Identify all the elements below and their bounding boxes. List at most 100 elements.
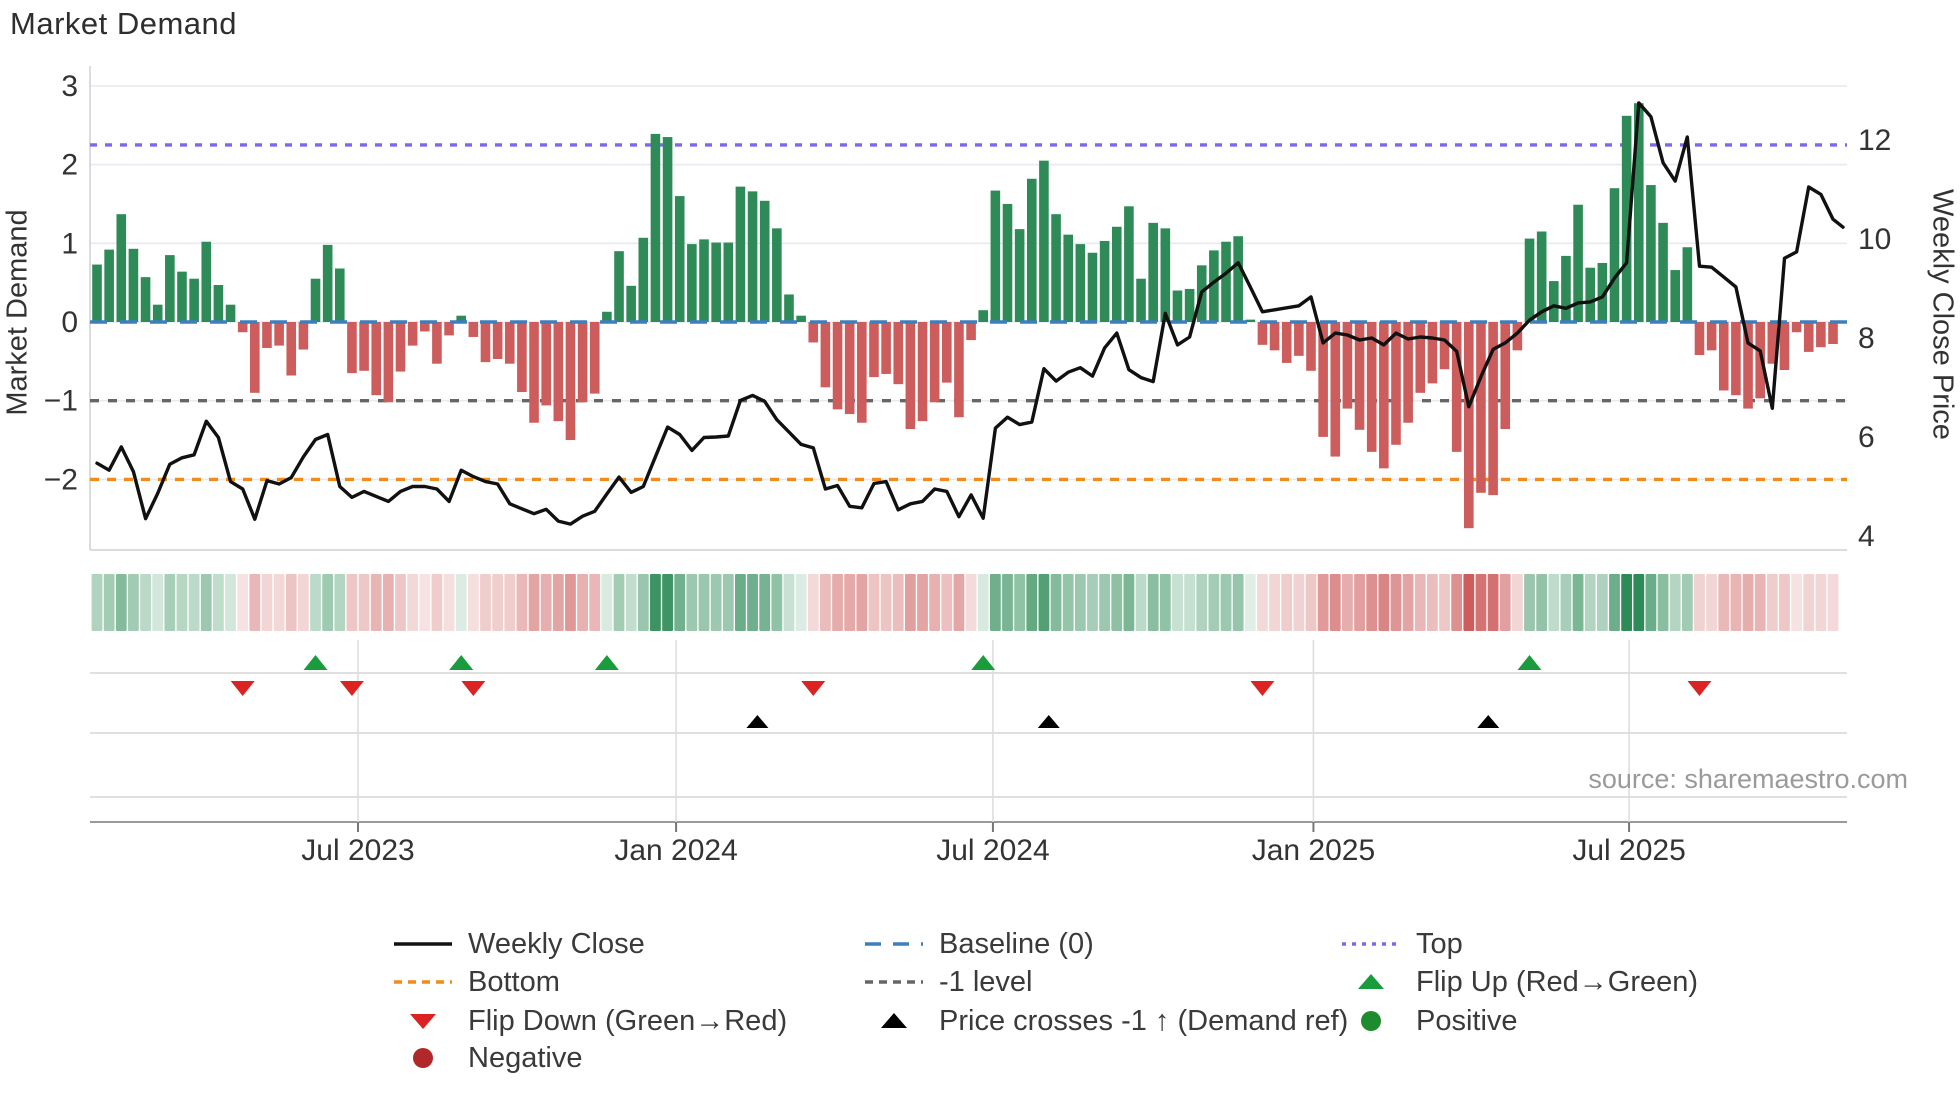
source-credit: source: sharemaestro.com <box>1588 764 1908 794</box>
legend-item: Price crosses -1 ↑ (Demand ref) <box>863 1003 1348 1039</box>
demand-bar <box>808 322 819 343</box>
heatmap-cell <box>1026 574 1038 631</box>
heatmap-cell <box>650 574 661 631</box>
heatmap-cell <box>1487 574 1499 631</box>
demand-bar <box>1633 103 1644 323</box>
triangle-up-swatch-icon <box>863 1009 925 1033</box>
heatmap-cell <box>346 574 358 631</box>
heatmap-cell <box>1366 574 1378 631</box>
flip-down-marker <box>1687 681 1712 696</box>
demand-bar <box>1075 244 1086 322</box>
price-cross-marker <box>1037 715 1060 728</box>
heatmap-cell <box>759 574 771 631</box>
heatmap-cell <box>1427 574 1438 631</box>
heatmap-cell <box>1742 574 1754 631</box>
price-cross-marker <box>746 715 769 728</box>
demand-bar <box>1694 322 1705 356</box>
heatmap-cell <box>625 574 637 631</box>
demand-bar <box>1354 322 1365 430</box>
heatmap-cell <box>892 574 904 631</box>
demand-bar <box>1366 322 1377 452</box>
demand-bar <box>128 248 139 322</box>
demand-bar <box>1816 322 1826 348</box>
heatmap-cell <box>1232 574 1244 631</box>
heatmap-cell <box>637 574 649 631</box>
y-axis-tick-label: 1 <box>61 227 78 260</box>
chart-legend: Weekly Close Bottom Flip Down (Green→Red) N… <box>0 922 1960 1082</box>
demand-bar <box>1791 322 1802 333</box>
demand-bar <box>189 278 199 322</box>
demand-bar <box>1767 322 1778 364</box>
flip-up-marker <box>449 655 474 670</box>
heatmap-cell <box>1681 574 1693 631</box>
legend-item: Weekly Close <box>392 926 645 962</box>
demand-bar <box>759 200 770 322</box>
heatmap-cell <box>516 574 528 631</box>
triangle-up-swatch-icon <box>1340 970 1402 994</box>
heatmap-cell <box>771 574 783 631</box>
demand-bar <box>1488 322 1498 496</box>
heatmap-cell <box>929 574 941 631</box>
heatmap-cell <box>1111 574 1123 631</box>
weekly-close-line <box>95 101 1845 526</box>
heatmap-cell <box>698 574 710 631</box>
demand-bar <box>1731 322 1741 396</box>
demand-bar <box>177 271 187 322</box>
demand-bar <box>1451 322 1462 452</box>
heatmap-cell <box>565 574 576 631</box>
y-axis-right-tick-label: 10 <box>1858 223 1891 256</box>
flip-up-marker <box>1517 655 1542 670</box>
heatmap-cell <box>1159 574 1171 631</box>
heatmap-cell <box>91 574 103 631</box>
demand-bar <box>1828 322 1838 345</box>
demand-bar <box>1464 322 1474 529</box>
heatmap-cell <box>844 574 856 631</box>
heatmap-cell <box>528 574 540 631</box>
heatmap-cell <box>115 574 127 631</box>
heatmap-cell <box>1766 574 1778 631</box>
heatmap-cell <box>213 574 224 631</box>
demand-bar <box>104 249 114 322</box>
demand-bar <box>626 285 636 322</box>
heatmap-cell <box>1087 574 1098 631</box>
demand-bar <box>1233 236 1243 322</box>
demand-bar <box>286 322 297 376</box>
demand-bar <box>978 310 989 322</box>
heatmap-cell <box>200 574 212 631</box>
demand-bar <box>213 285 224 322</box>
x-tick-label: Jan 2025 <box>1252 834 1375 867</box>
y-axis-tick-label: 2 <box>61 149 78 182</box>
legend-label: Flip Up (Red→Green) <box>1416 965 1699 998</box>
heatmap-cell <box>297 574 309 631</box>
heatmap-cell <box>273 574 285 631</box>
demand-bar <box>784 294 794 322</box>
heatmap-cell <box>310 574 321 631</box>
heatmap-cell <box>1293 574 1305 631</box>
demand-bar <box>674 196 685 322</box>
heatmap-cell <box>1172 574 1183 631</box>
y-axis-right-tick-label: 4 <box>1858 520 1875 553</box>
demand-bar <box>1706 322 1717 351</box>
demand-bar <box>844 322 855 415</box>
demand-bar <box>468 322 479 337</box>
demand-bar <box>1318 322 1328 437</box>
triangle-down-swatch-icon <box>392 1009 454 1033</box>
heatmap-cell <box>1548 574 1560 631</box>
demand-bar <box>529 322 539 423</box>
demand-bar <box>140 277 151 322</box>
demand-bar <box>1063 234 1073 322</box>
heatmap-cell <box>1305 574 1317 631</box>
demand-bar <box>480 322 491 363</box>
heatmap-cell <box>1244 574 1256 631</box>
heatmap-cell <box>795 574 807 631</box>
legend-label: Baseline (0) <box>939 927 1094 960</box>
demand-bar <box>1682 247 1693 322</box>
demand-bar <box>917 322 928 422</box>
heatmap-cell <box>1147 574 1159 631</box>
demand-bar <box>577 322 588 403</box>
heatmap-cell <box>807 574 819 631</box>
demand-bar <box>165 255 175 322</box>
demand-bar <box>711 242 721 322</box>
dot-swatch-icon <box>392 1046 454 1070</box>
heatmap-cell <box>1803 574 1815 631</box>
